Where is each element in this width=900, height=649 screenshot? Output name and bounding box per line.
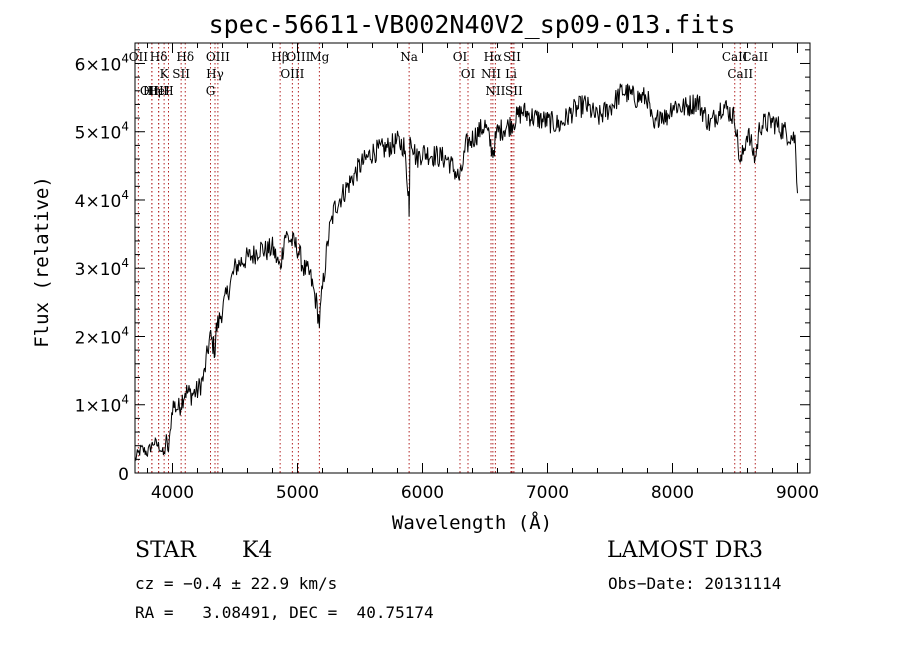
object-subclass: K4 <box>242 538 273 563</box>
x-tick-label: 5000 <box>276 483 319 503</box>
line-label: OIII <box>206 50 230 64</box>
line-label: Hα <box>484 50 503 64</box>
ra-dec: RA = 3.08491, DEC = 40.75174 <box>135 603 434 622</box>
line-label: Hη <box>143 84 161 98</box>
x-axis-ticks: 4000 5000 6000 7000 8000 9000 <box>147 43 819 503</box>
x-axis-label: Wavelength (Å) <box>392 511 552 534</box>
line-label: HeI <box>147 84 170 98</box>
x-tick-label: 6000 <box>401 483 444 503</box>
redshift-cz: cz = −0.4 ± 22.9 km/s <box>135 574 338 593</box>
y-tick-label: 0 <box>118 465 129 485</box>
line-label: CaII <box>742 50 768 64</box>
chart-title: spec-56611-VB002N40V2_sp09-013.fits <box>209 10 736 39</box>
line-label: SII <box>505 84 523 98</box>
line-label: H <box>163 84 173 98</box>
line-label: Hγ <box>206 67 224 81</box>
x-tick-label: 9000 <box>776 483 819 503</box>
y-tick-label: 6×104 <box>75 51 129 75</box>
line-label: Li <box>505 67 517 81</box>
line-label: OII <box>129 50 149 64</box>
line-label: OIII <box>286 50 310 64</box>
object-class: STAR <box>135 538 196 563</box>
y-tick-label: 4×104 <box>75 188 129 212</box>
y-tick-label: 5×104 <box>75 120 129 144</box>
line-label: OI <box>453 50 468 64</box>
line-label: OI <box>461 67 476 81</box>
x-tick-label: 7000 <box>526 483 569 503</box>
survey-name: LAMOST DR3 <box>607 538 763 563</box>
y-tick-label: 2×104 <box>75 324 129 348</box>
line-label: Hδ <box>150 50 168 64</box>
y-tick-label: 1×104 <box>75 393 129 417</box>
line-label: Na <box>400 50 418 64</box>
line-label: Hβ <box>271 50 288 64</box>
plot-frame <box>134 42 811 474</box>
line-label: K <box>160 67 170 81</box>
line-label: SII <box>172 67 190 81</box>
y-tick-label: 3×104 <box>75 256 129 280</box>
line-label: NII <box>485 84 505 98</box>
line-label: NII <box>481 67 501 81</box>
line-label: G <box>206 84 216 98</box>
line-label: OIII <box>140 84 164 98</box>
obs-date: Obs−Date: 20131114 <box>608 574 782 593</box>
line-label: OIII <box>280 67 304 81</box>
line-label: CaII <box>722 50 748 64</box>
spectrum-line <box>134 83 798 461</box>
line-label: CaII <box>727 67 753 81</box>
y-axis-label: Flux (relative) <box>31 176 53 348</box>
line-label: Mg <box>309 50 329 64</box>
x-tick-label: 4000 <box>151 483 194 503</box>
x-tick-label: 8000 <box>651 483 694 503</box>
line-label: Hδ <box>176 50 194 64</box>
y-axis-ticks: 0 1×104 2×104 3×104 4×104 5×104 6×104 <box>75 49 810 485</box>
line-label: SII <box>503 50 521 64</box>
spectral-line-markers <box>137 43 756 473</box>
